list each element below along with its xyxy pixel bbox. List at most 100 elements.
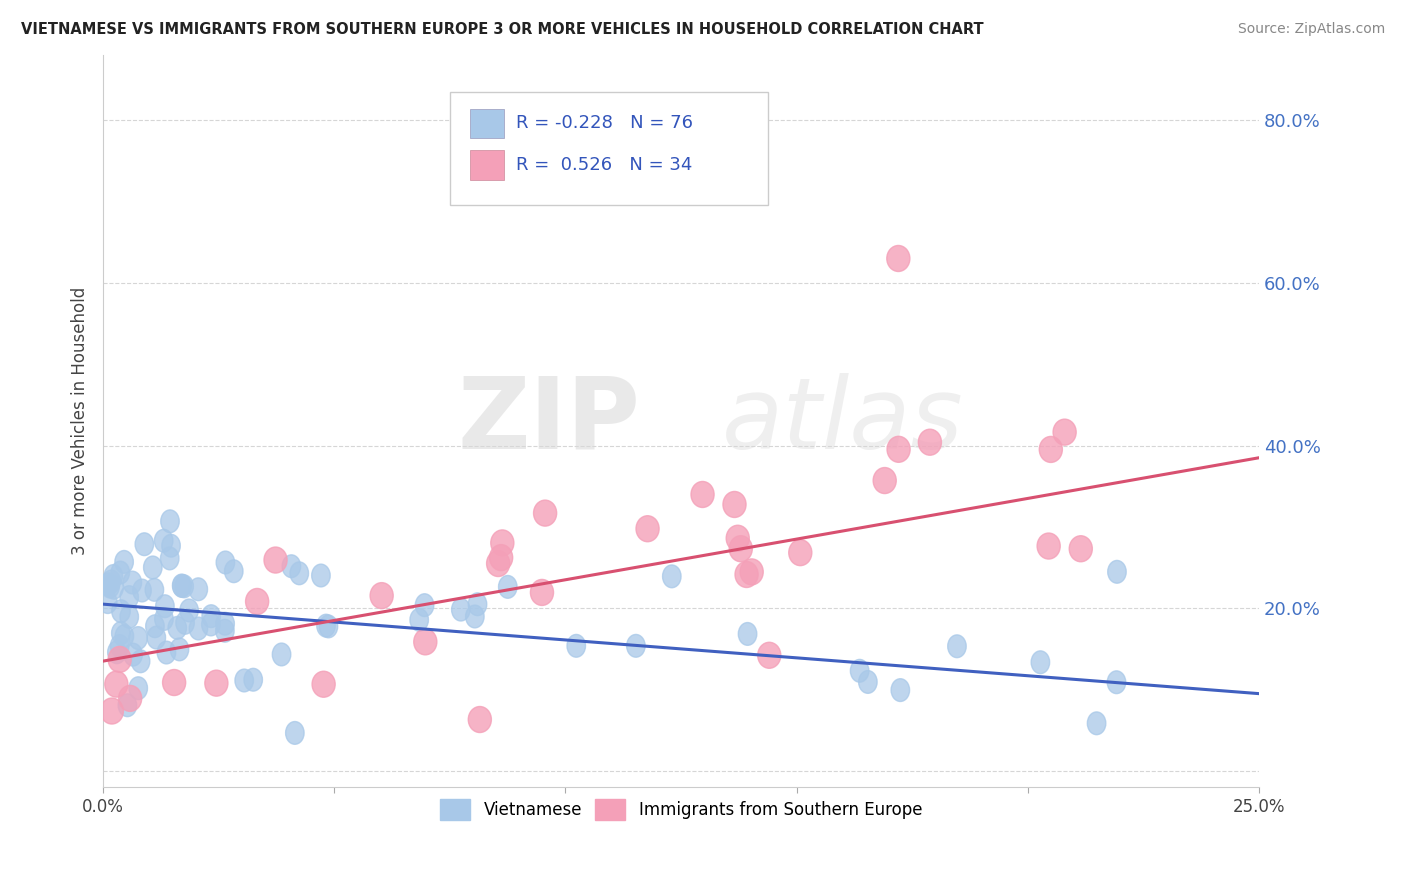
Ellipse shape bbox=[468, 593, 486, 615]
Ellipse shape bbox=[103, 570, 121, 593]
Ellipse shape bbox=[873, 467, 896, 493]
Ellipse shape bbox=[1108, 560, 1126, 583]
Ellipse shape bbox=[312, 671, 335, 698]
Ellipse shape bbox=[111, 634, 129, 657]
Ellipse shape bbox=[891, 679, 910, 701]
Ellipse shape bbox=[160, 547, 179, 570]
Ellipse shape bbox=[636, 516, 659, 541]
Legend: Vietnamese, Immigrants from Southern Europe: Vietnamese, Immigrants from Southern Eur… bbox=[433, 793, 929, 826]
Ellipse shape bbox=[115, 550, 134, 574]
Ellipse shape bbox=[725, 525, 749, 551]
Ellipse shape bbox=[273, 643, 291, 665]
Ellipse shape bbox=[851, 659, 869, 682]
Ellipse shape bbox=[124, 571, 142, 594]
Ellipse shape bbox=[1031, 651, 1050, 673]
Ellipse shape bbox=[101, 575, 120, 598]
Ellipse shape bbox=[132, 579, 152, 602]
Ellipse shape bbox=[217, 551, 235, 574]
Text: Source: ZipAtlas.com: Source: ZipAtlas.com bbox=[1237, 22, 1385, 37]
Ellipse shape bbox=[316, 615, 335, 637]
Ellipse shape bbox=[173, 574, 191, 597]
Ellipse shape bbox=[690, 482, 714, 508]
Ellipse shape bbox=[188, 578, 208, 600]
Ellipse shape bbox=[155, 529, 173, 552]
Ellipse shape bbox=[235, 669, 253, 692]
Ellipse shape bbox=[948, 635, 966, 657]
Ellipse shape bbox=[143, 556, 162, 579]
Ellipse shape bbox=[789, 540, 811, 566]
Ellipse shape bbox=[530, 580, 554, 606]
Ellipse shape bbox=[100, 573, 118, 596]
Ellipse shape bbox=[735, 561, 758, 588]
Ellipse shape bbox=[190, 617, 208, 640]
Ellipse shape bbox=[411, 608, 429, 632]
Ellipse shape bbox=[146, 615, 165, 638]
Ellipse shape bbox=[131, 650, 150, 673]
Ellipse shape bbox=[285, 722, 304, 744]
Ellipse shape bbox=[245, 668, 263, 691]
Ellipse shape bbox=[740, 559, 763, 585]
Ellipse shape bbox=[167, 616, 187, 640]
Ellipse shape bbox=[486, 550, 510, 576]
Ellipse shape bbox=[202, 605, 221, 628]
Ellipse shape bbox=[264, 547, 287, 573]
Y-axis label: 3 or more Vehicles in Household: 3 or more Vehicles in Household bbox=[72, 287, 89, 556]
FancyBboxPatch shape bbox=[470, 109, 505, 138]
Ellipse shape bbox=[662, 565, 681, 588]
Ellipse shape bbox=[105, 576, 124, 599]
Ellipse shape bbox=[105, 671, 128, 698]
Ellipse shape bbox=[129, 677, 148, 699]
Ellipse shape bbox=[499, 575, 517, 599]
Ellipse shape bbox=[215, 619, 235, 642]
Ellipse shape bbox=[145, 578, 163, 601]
Ellipse shape bbox=[160, 510, 179, 533]
FancyBboxPatch shape bbox=[470, 151, 505, 179]
Text: atlas: atlas bbox=[721, 373, 963, 470]
Ellipse shape bbox=[738, 623, 756, 645]
Ellipse shape bbox=[205, 670, 228, 696]
Ellipse shape bbox=[111, 622, 131, 644]
Ellipse shape bbox=[176, 611, 194, 634]
Ellipse shape bbox=[1108, 671, 1126, 694]
Ellipse shape bbox=[98, 591, 117, 614]
Ellipse shape bbox=[118, 694, 136, 716]
Ellipse shape bbox=[104, 565, 122, 588]
Ellipse shape bbox=[723, 491, 747, 517]
Ellipse shape bbox=[415, 594, 434, 616]
Ellipse shape bbox=[148, 626, 166, 649]
Ellipse shape bbox=[157, 641, 176, 664]
Ellipse shape bbox=[859, 671, 877, 693]
Ellipse shape bbox=[918, 429, 942, 455]
Ellipse shape bbox=[129, 627, 148, 649]
Ellipse shape bbox=[118, 685, 142, 712]
Ellipse shape bbox=[108, 647, 131, 673]
Ellipse shape bbox=[201, 613, 221, 636]
Ellipse shape bbox=[533, 500, 557, 526]
Ellipse shape bbox=[217, 612, 235, 635]
Ellipse shape bbox=[758, 642, 780, 668]
Ellipse shape bbox=[246, 589, 269, 615]
Ellipse shape bbox=[111, 561, 129, 584]
Ellipse shape bbox=[465, 605, 484, 628]
Text: VIETNAMESE VS IMMIGRANTS FROM SOUTHERN EUROPE 3 OR MORE VEHICLES IN HOUSEHOLD CO: VIETNAMESE VS IMMIGRANTS FROM SOUTHERN E… bbox=[21, 22, 984, 37]
Ellipse shape bbox=[108, 640, 127, 664]
Ellipse shape bbox=[489, 545, 513, 571]
Ellipse shape bbox=[163, 670, 186, 696]
Text: ZIP: ZIP bbox=[458, 373, 641, 470]
Ellipse shape bbox=[491, 530, 513, 556]
Ellipse shape bbox=[174, 575, 194, 598]
Ellipse shape bbox=[312, 564, 330, 587]
Ellipse shape bbox=[1039, 436, 1063, 462]
Ellipse shape bbox=[120, 606, 138, 628]
Ellipse shape bbox=[887, 436, 910, 462]
Text: R = -0.228   N = 76: R = -0.228 N = 76 bbox=[516, 114, 693, 132]
Ellipse shape bbox=[120, 586, 138, 608]
Ellipse shape bbox=[1087, 712, 1107, 735]
Ellipse shape bbox=[730, 536, 752, 562]
Ellipse shape bbox=[413, 629, 437, 655]
FancyBboxPatch shape bbox=[450, 92, 768, 205]
Ellipse shape bbox=[100, 698, 124, 724]
Ellipse shape bbox=[319, 615, 337, 638]
Ellipse shape bbox=[111, 599, 131, 623]
Ellipse shape bbox=[115, 624, 134, 648]
